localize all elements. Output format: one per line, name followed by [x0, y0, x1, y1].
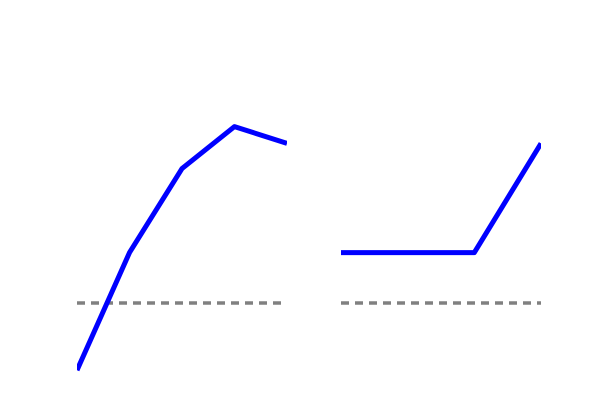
panel-left	[77, 124, 287, 372]
series-line	[341, 142, 541, 256]
panel-right	[341, 142, 541, 305]
series-line	[77, 124, 287, 372]
